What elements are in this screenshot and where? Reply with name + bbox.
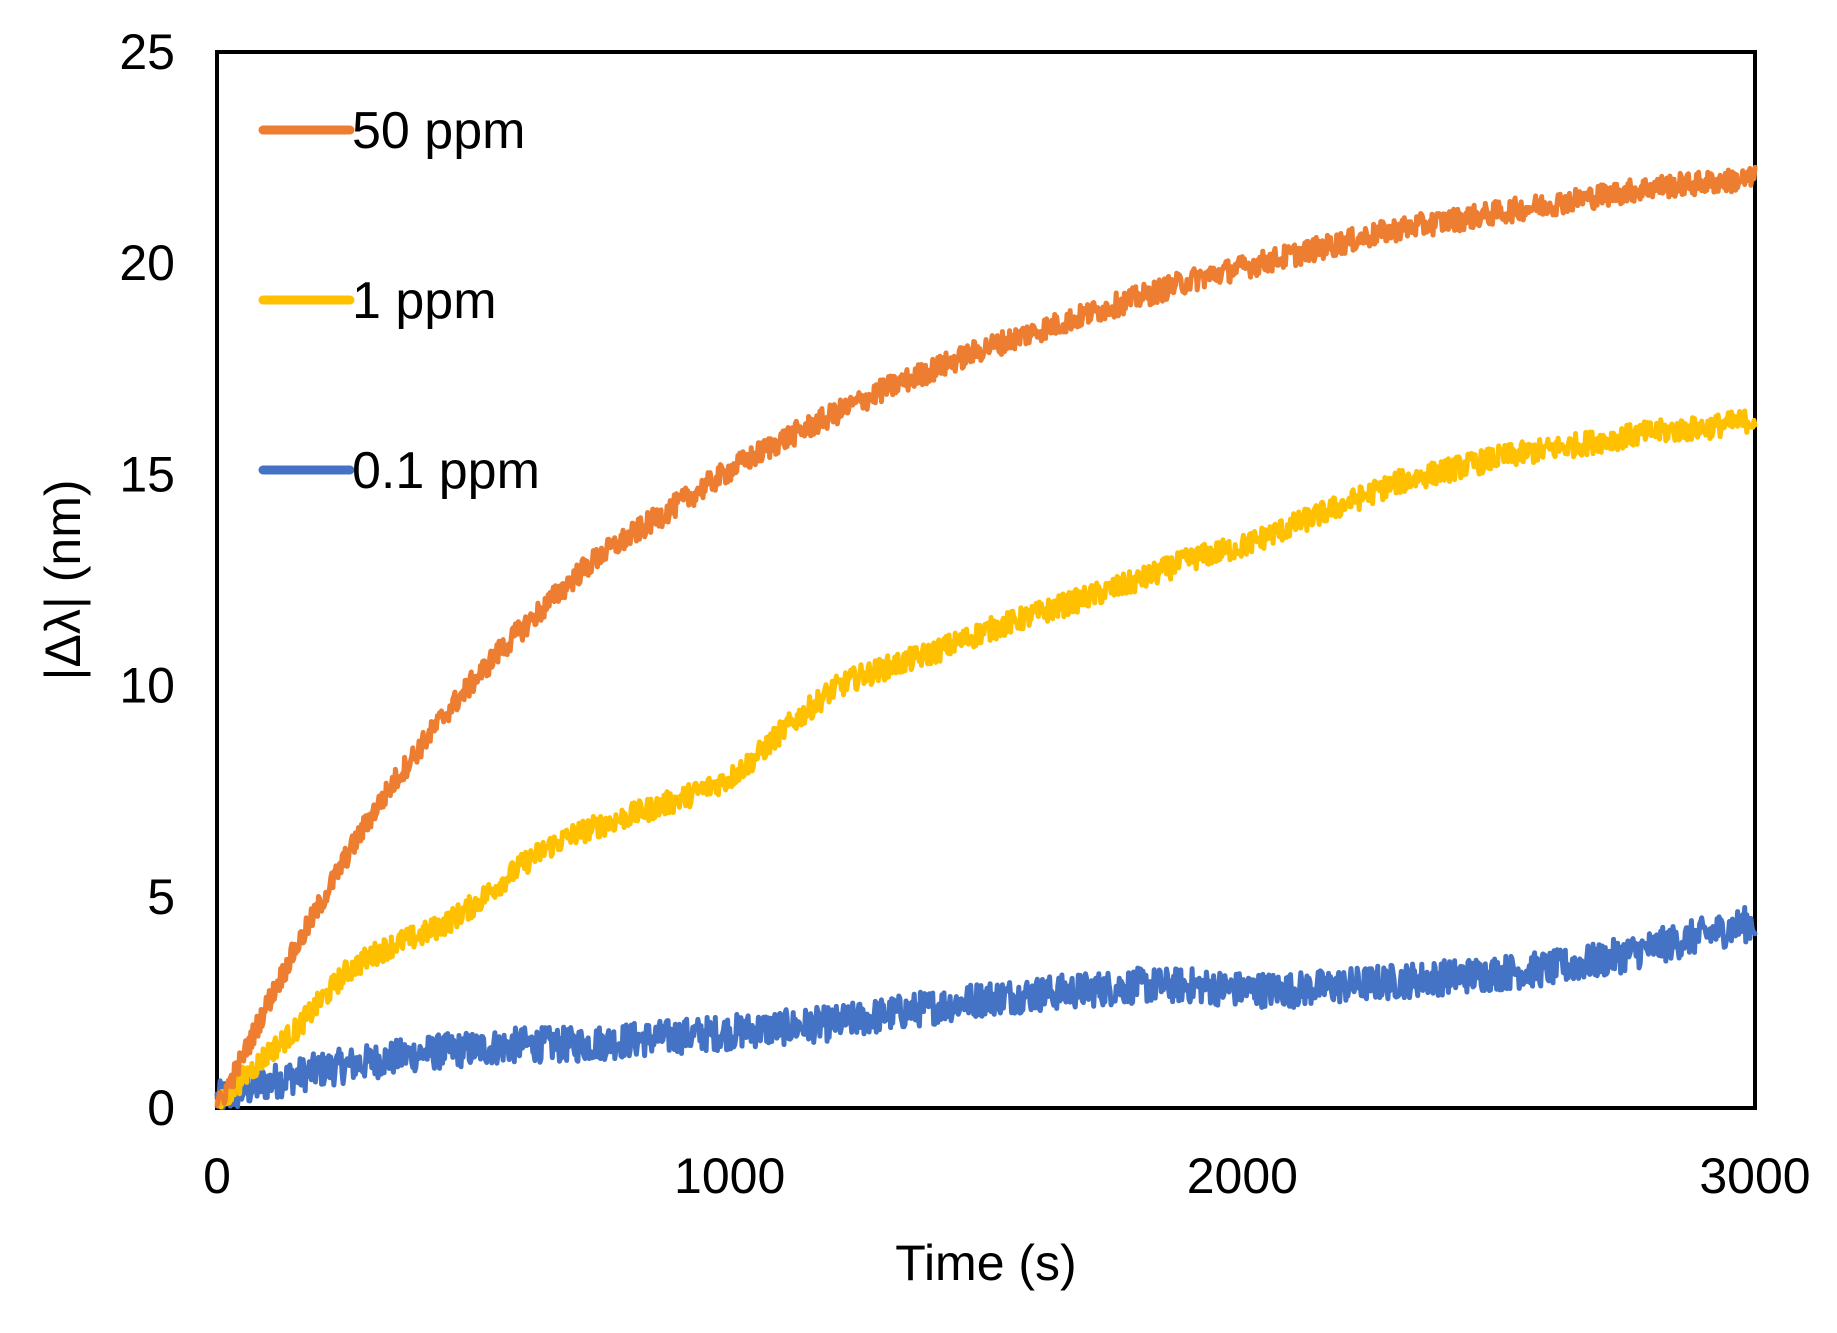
legend-label: 50 ppm [352, 102, 525, 160]
series-line-1-ppm [214, 408, 1758, 1110]
x-tick-label: 1000 [674, 1148, 785, 1204]
y-axis-ticks: 0 5 10 15 20 25 [119, 24, 175, 1136]
y-tick-label: 20 [119, 235, 175, 291]
legend: 50 ppm 1 ppm 0.1 ppm [258, 102, 540, 500]
legend-label: 0.1 ppm [352, 442, 540, 500]
y-tick-label: 0 [147, 1080, 175, 1136]
x-tick-label: 3000 [1699, 1148, 1810, 1204]
series-line-0-1-ppm [214, 905, 1758, 1110]
x-axis-ticks: 0 1000 2000 3000 [203, 1148, 1811, 1204]
y-tick-label: 10 [119, 658, 175, 714]
y-tick-label: 5 [147, 869, 175, 925]
y-axis-title: |Δλ| (nm) [35, 479, 91, 680]
y-tick-label: 15 [119, 446, 175, 502]
x-tick-label: 2000 [1187, 1148, 1298, 1204]
plot-area-frame [215, 50, 1757, 1110]
x-tick-label: 0 [203, 1148, 231, 1204]
x-axis-title: Time (s) [895, 1235, 1076, 1291]
legend-label: 1 ppm [352, 272, 497, 330]
y-tick-label: 25 [119, 24, 175, 80]
series-lines [214, 164, 1758, 1110]
series-line-50-ppm [214, 164, 1758, 1109]
